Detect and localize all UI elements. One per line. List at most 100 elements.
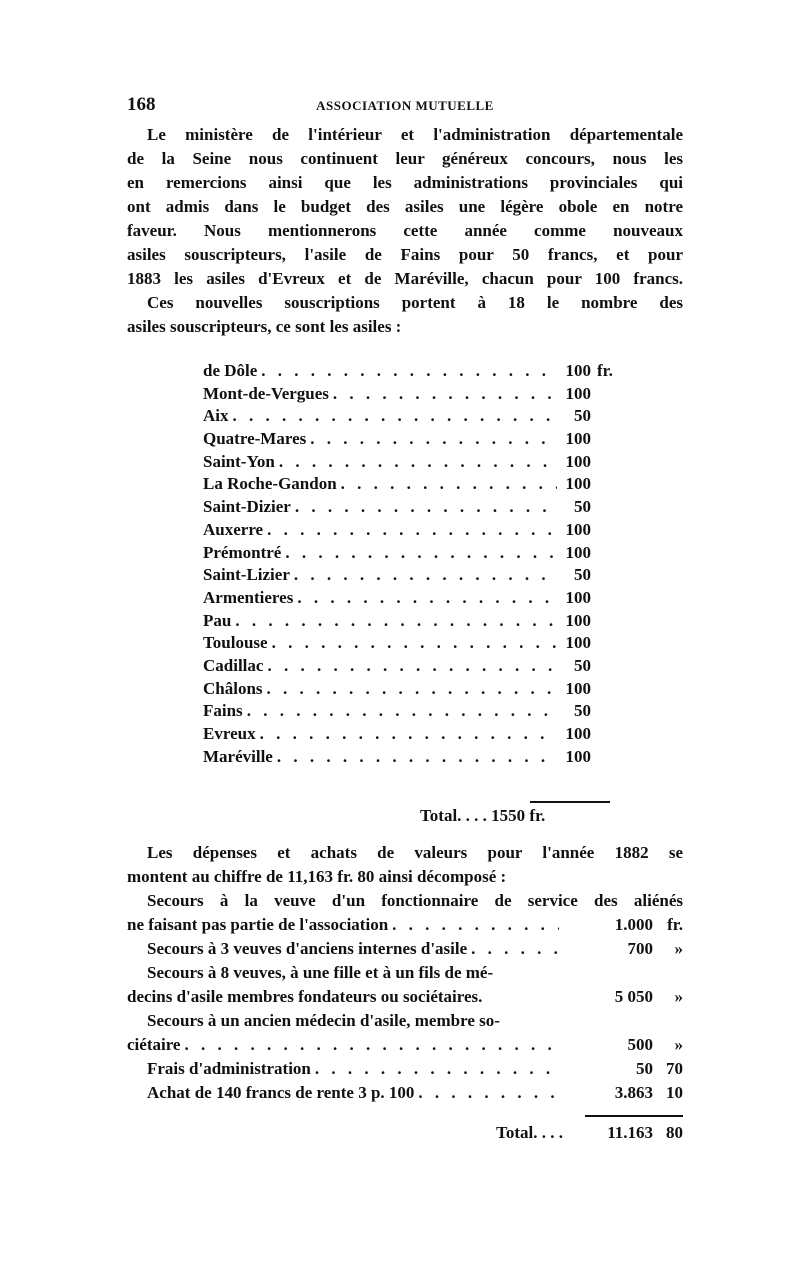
- asylum-row: Cadillac 50: [203, 655, 673, 678]
- text-line: faveur. Nous mentionnerons cette année c…: [127, 221, 683, 240]
- text-line: Le ministère de l'intérieur et l'adminis…: [147, 125, 683, 144]
- asylum-row: Mont-de-Vergues 100: [203, 383, 673, 406]
- asylum-amount: 100: [565, 610, 592, 630]
- expense-label: ne faisant pas partie de l'association: [127, 915, 389, 934]
- asylum-name: Saint-Lizier: [203, 565, 290, 585]
- asylum-amount: 50: [574, 406, 591, 426]
- leader-dots: [184, 1033, 559, 1057]
- total-amount: 11.163: [607, 1123, 653, 1142]
- leader-dots: [267, 678, 557, 701]
- asylum-name: Fains: [203, 701, 243, 721]
- asylum-name: Mont-de-Vergues: [203, 383, 329, 403]
- asylum-unit: [591, 519, 673, 542]
- leader-dots: [297, 587, 557, 610]
- asylum-name: Evreux: [203, 724, 256, 743]
- text-line: asiles souscripteurs, l'asile de Fains p…: [127, 245, 683, 264]
- asylum-unit: [591, 610, 673, 633]
- asylum-row: Maréville 100: [203, 746, 673, 769]
- text-line: Ces nouvelles souscriptions portent à 18…: [147, 293, 683, 312]
- leader-dots: [310, 428, 557, 451]
- leader-dots: [392, 913, 559, 937]
- asylum-unit: [591, 632, 673, 655]
- asylum-row: Saint-Lizier 50: [203, 564, 673, 587]
- asylum-name: Châlons: [203, 678, 263, 698]
- asylum-amount: 100: [565, 429, 592, 449]
- expense-unit: 10: [666, 1083, 683, 1102]
- asylum-amount: 100: [565, 519, 592, 539]
- asylum-amount: 100: [565, 474, 592, 494]
- expense-row: Frais d'administration 50 70: [127, 1057, 683, 1081]
- expense-label: Frais d'administration: [147, 1059, 311, 1078]
- expense-unit: »: [674, 987, 684, 1006]
- asylum-row: Fains 50: [203, 700, 673, 723]
- leader-dots: [295, 496, 557, 519]
- asylum-row: Quatre-Mares 100: [203, 428, 673, 451]
- asylum-amount: 100: [565, 383, 592, 403]
- asylum-unit: [591, 723, 673, 746]
- text-line: montent au chiffre de 11,163 fr. 80 ains…: [127, 867, 507, 886]
- asylum-name: Prémontré: [203, 542, 282, 562]
- leader-dots: [294, 564, 557, 587]
- asylum-row: Châlons 100: [203, 678, 673, 701]
- expense-row: Achat de 140 francs de rente 3 p. 100 3.…: [127, 1081, 683, 1105]
- expense-amount: 500: [627, 1035, 654, 1054]
- expense-unit: »: [674, 1035, 684, 1054]
- asylum-row: Armentieres 100: [203, 587, 673, 610]
- asylum-amount: 100: [565, 587, 592, 607]
- total-rule: [585, 1115, 683, 1117]
- asylum-amount: 100: [565, 542, 592, 562]
- asylum-unit: [591, 700, 673, 723]
- asylum-row: Saint-Dizier 50: [203, 496, 673, 519]
- leader-dots: [267, 655, 557, 678]
- expense-amount: 5 050: [614, 987, 653, 1006]
- expense-unit: fr.: [667, 915, 683, 934]
- asylum-unit: [591, 473, 673, 496]
- leader-dots: [333, 383, 557, 406]
- expense-unit: 70: [666, 1059, 683, 1078]
- asylum-total: Total. . . . 1550 fr.: [420, 806, 546, 825]
- asylum-amount: 100: [565, 724, 592, 743]
- asylum-amount: 100: [565, 746, 592, 766]
- asylum-unit: [591, 564, 673, 587]
- leader-dots: [272, 632, 557, 655]
- total-unit: 80: [666, 1123, 683, 1142]
- asylum-amount: 100: [565, 451, 592, 471]
- expense-unit: »: [674, 939, 684, 958]
- paragraph-subsidies: Le ministère de l'intérieur et l'adminis…: [127, 123, 683, 339]
- text-line: de la Seine nous continuent leur généreu…: [127, 149, 683, 168]
- asylum-list: de Dôle100fr.Mont-de-Vergues100Aix50Quat…: [203, 360, 673, 768]
- leader-dots: [233, 405, 558, 428]
- paragraph-expenses: Les dépenses et achats de valeurs pour l…: [127, 841, 683, 1145]
- asylum-name: Saint-Dizier: [203, 497, 291, 517]
- text-line: ont admis dans le budget des asiles une …: [127, 197, 683, 216]
- asylum-amount: 100: [565, 633, 592, 653]
- expense-label: Secours à 3 veuves d'anciens internes d'…: [147, 939, 468, 958]
- asylum-unit: [591, 496, 673, 519]
- asylum-row: Auxerre 100: [203, 519, 673, 542]
- leader-dots: [261, 360, 557, 383]
- expense-row: decins d'asile membres fondateurs ou soc…: [127, 985, 683, 1009]
- asylum-amount: 100: [565, 678, 592, 698]
- expense-amount: 3.863: [614, 1083, 653, 1102]
- asylum-name: de Dôle: [203, 361, 258, 380]
- expense-amount: 1.000: [614, 915, 653, 934]
- asylum-name: Armentieres: [203, 587, 294, 607]
- text-line: Les dépenses et achats de valeurs pour l…: [147, 843, 683, 862]
- asylum-unit: [591, 587, 673, 610]
- expense-label: ciétaire: [127, 1035, 181, 1054]
- asylum-name: Saint-Yon: [203, 451, 275, 471]
- asylum-unit: [591, 383, 673, 406]
- running-title: ASSOCIATION MUTUELLE: [316, 98, 494, 113]
- leader-dots: [418, 1081, 559, 1105]
- asylum-row: Pau 100: [203, 610, 673, 633]
- asylum-row: Saint-Yon 100: [203, 451, 673, 474]
- asylum-amount: 50: [574, 565, 591, 585]
- leader-dots: [260, 723, 557, 746]
- asylum-amount: 100: [565, 361, 592, 380]
- asylum-row: Prémontré 100: [203, 542, 673, 565]
- total-rule: [530, 801, 610, 803]
- expense-row: ne faisant pas partie de l'association 1…: [127, 913, 683, 937]
- leader-dots: [285, 542, 557, 565]
- asylum-row: Aix 50: [203, 405, 673, 428]
- asylum-row: Toulouse 100: [203, 632, 673, 655]
